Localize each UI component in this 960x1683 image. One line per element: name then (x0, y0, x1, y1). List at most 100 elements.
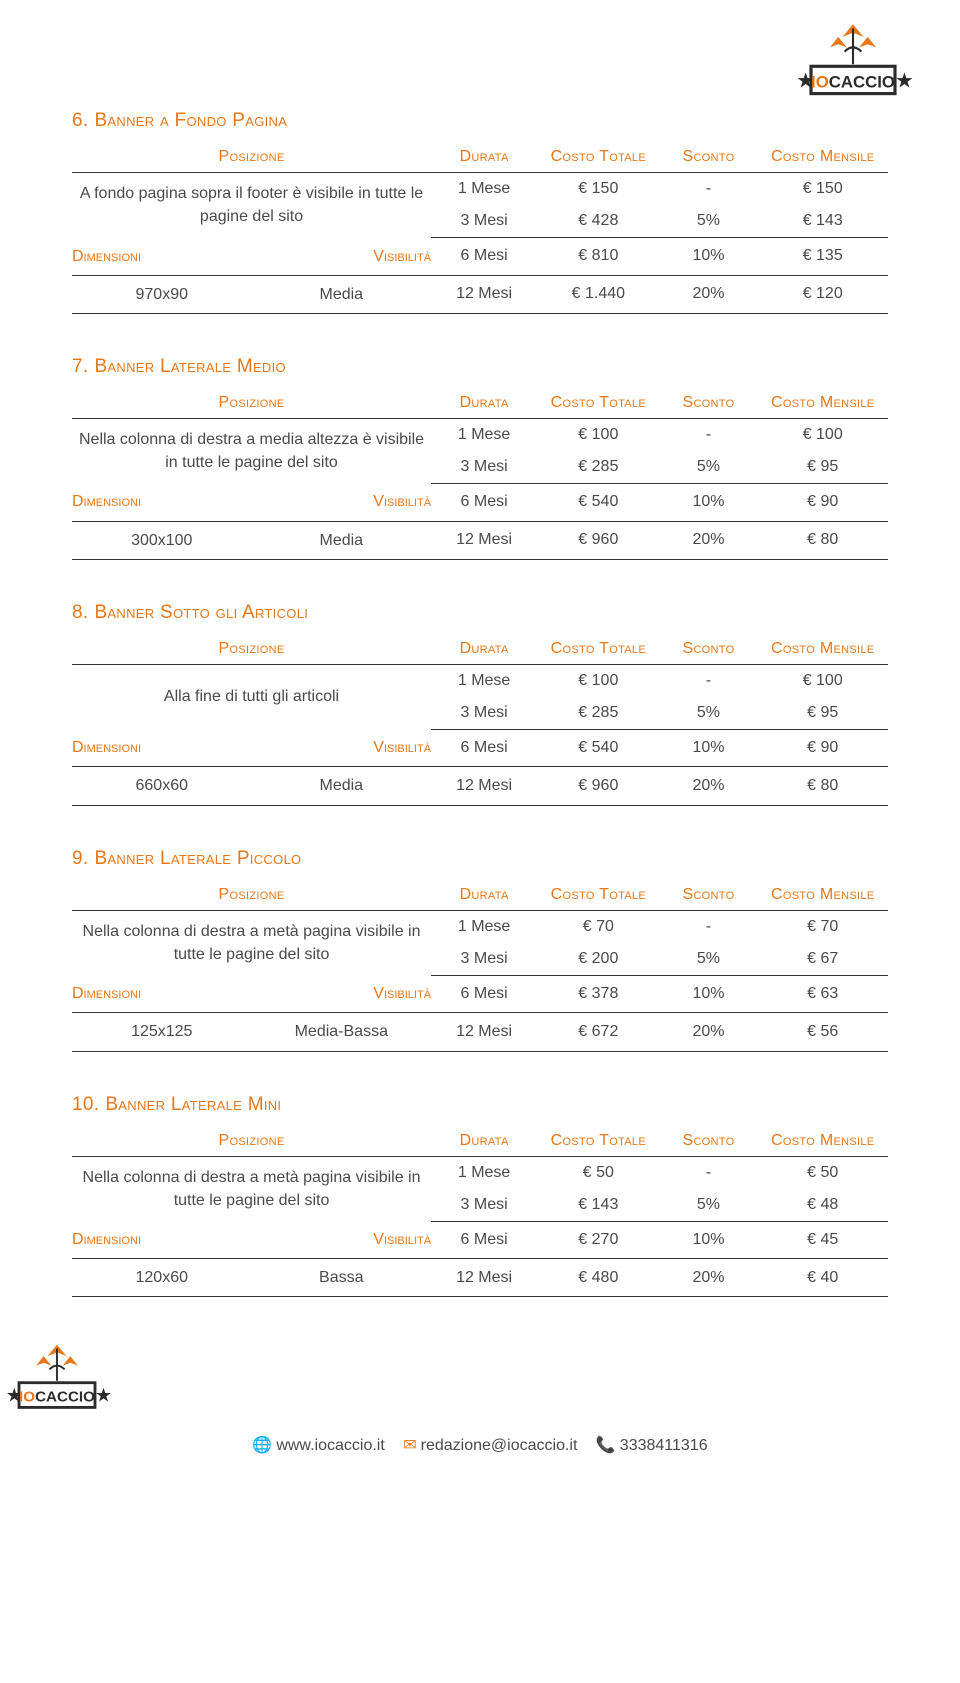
th-dimensioni: Dimensioni (72, 490, 252, 513)
th-durata: Durata (431, 1126, 537, 1157)
cell-sconto: 5% (660, 205, 758, 238)
table-header-row: Posizione Durata Costo Totale Sconto Cos… (72, 142, 888, 173)
table-header-row: Posizione Durata Costo Totale Sconto Cos… (72, 1126, 888, 1157)
th-posizione: Posizione (72, 142, 431, 173)
th-dimensioni: Dimensioni Visibilità (72, 238, 431, 276)
cell-sconto: - (660, 418, 758, 451)
cell-totale: € 540 (537, 483, 659, 521)
th-costo-mensile: Costo Mensile (757, 388, 888, 419)
cell-totale: € 480 (537, 1259, 659, 1297)
cell-totale: € 672 (537, 1013, 659, 1051)
cell-totale: € 1.440 (537, 275, 659, 313)
th-dimensioni: Dimensioni Visibilità (72, 975, 431, 1013)
cell-durata: 1 Mese (431, 664, 537, 697)
th-dimensioni: Dimensioni Visibilità (72, 483, 431, 521)
th-sconto: Sconto (660, 1126, 758, 1157)
cell-totale: € 960 (537, 767, 659, 805)
cell-sconto: - (660, 1156, 758, 1189)
cell-sconto: - (660, 910, 758, 943)
dim-value: 125x125 Media-Bassa (72, 1013, 431, 1051)
cell-sconto: - (660, 664, 758, 697)
cell-mensile: € 50 (757, 1156, 888, 1189)
cell-mensile: € 143 (757, 205, 888, 238)
section-name: Banner Laterale Medio (94, 356, 286, 377)
cell-mensile: € 95 (757, 697, 888, 730)
cell-mensile: € 63 (757, 975, 888, 1013)
cell-sconto: 10% (660, 1221, 758, 1259)
table-row: A fondo pagina sopra il footer è visibil… (72, 173, 888, 206)
pricing-table: Posizione Durata Costo Totale Sconto Cos… (72, 388, 888, 560)
cell-durata: 6 Mesi (431, 1221, 537, 1259)
cell-durata: 3 Mesi (431, 205, 537, 238)
dim-value: 125x125 (72, 1020, 252, 1043)
cell-totale: € 150 (537, 173, 659, 206)
table-row: Dimensioni Visibilità 6 Mesi € 378 10% €… (72, 975, 888, 1013)
page-footer: ★ ★ IOCACCIO 🌐www.iocaccio.it ✉redazione… (0, 1339, 960, 1455)
logo-bottom: ★ ★ IOCACCIO (0, 1339, 960, 1425)
pricing-table: Posizione Durata Costo Totale Sconto Cos… (72, 1126, 888, 1298)
cell-mensile: € 90 (757, 483, 888, 521)
cell-sconto: 10% (660, 238, 758, 276)
logo-top: ★ ★ IOCACCIO (790, 18, 916, 113)
pricing-table: Posizione Durata Costo Totale Sconto Cos… (72, 634, 888, 806)
table-header-row: Posizione Durata Costo Totale Sconto Cos… (72, 634, 888, 665)
cell-sconto: 5% (660, 943, 758, 976)
th-dimensioni: Dimensioni (72, 982, 252, 1005)
cell-mensile: € 80 (757, 521, 888, 559)
cell-sconto: 5% (660, 1189, 758, 1222)
cell-sconto: 20% (660, 275, 758, 313)
cell-sconto: - (660, 173, 758, 206)
cell-durata: 1 Mese (431, 418, 537, 451)
dim-value: 300x100 (72, 529, 252, 552)
table-row: 970x90 Media 12 Mesi € 1.440 20% € 120 (72, 275, 888, 313)
cell-sconto: 10% (660, 483, 758, 521)
cell-durata: 12 Mesi (431, 521, 537, 559)
th-posizione: Posizione (72, 880, 431, 911)
th-costo-mensile: Costo Mensile (757, 880, 888, 911)
cell-durata: 12 Mesi (431, 275, 537, 313)
cell-mensile: € 80 (757, 767, 888, 805)
th-costo-mensile: Costo Mensile (757, 1126, 888, 1157)
cell-mensile: € 100 (757, 418, 888, 451)
cell-totale: € 200 (537, 943, 659, 976)
th-costo-totale: Costo Totale (537, 634, 659, 665)
th-dimensioni: Dimensioni Visibilità (72, 1221, 431, 1259)
cell-totale: € 270 (537, 1221, 659, 1259)
globe-icon: 🌐 (252, 1437, 272, 1454)
cell-mensile: € 150 (757, 173, 888, 206)
cell-totale: € 285 (537, 451, 659, 484)
th-dimensioni: Dimensioni (72, 736, 252, 759)
cell-sconto: 20% (660, 1013, 758, 1051)
table-row: 300x100 Media 12 Mesi € 960 20% € 80 (72, 521, 888, 559)
th-sconto: Sconto (660, 634, 758, 665)
table-row: 120x60 Bassa 12 Mesi € 480 20% € 40 (72, 1259, 888, 1297)
th-posizione: Posizione (72, 1126, 431, 1157)
footer-contact: 🌐www.iocaccio.it ✉redazione@iocaccio.it … (0, 1435, 960, 1455)
table-row: 660x60 Media 12 Mesi € 960 20% € 80 (72, 767, 888, 805)
cell-mensile: € 100 (757, 664, 888, 697)
cell-durata: 12 Mesi (431, 1259, 537, 1297)
cell-durata: 3 Mesi (431, 451, 537, 484)
th-costo-totale: Costo Totale (537, 880, 659, 911)
footer-phone: 3338411316 (620, 1437, 708, 1454)
cell-durata: 1 Mese (431, 910, 537, 943)
position-text: Nella colonna di destra a metà pagina vi… (72, 910, 431, 975)
cell-mensile: € 48 (757, 1189, 888, 1222)
table-row: Dimensioni Visibilità 6 Mesi € 270 10% €… (72, 1221, 888, 1259)
cell-totale: € 100 (537, 664, 659, 697)
section-2: 8.Banner Sotto gli Articoli Posizione Du… (72, 602, 888, 806)
cell-durata: 3 Mesi (431, 943, 537, 976)
vis-value: Media (252, 774, 432, 797)
cell-mensile: € 135 (757, 238, 888, 276)
cell-mensile: € 56 (757, 1013, 888, 1051)
cell-durata: 12 Mesi (431, 767, 537, 805)
cell-sconto: 5% (660, 451, 758, 484)
cell-mensile: € 90 (757, 729, 888, 767)
cell-mensile: € 95 (757, 451, 888, 484)
th-posizione: Posizione (72, 388, 431, 419)
dim-value: 120x60 Bassa (72, 1259, 431, 1297)
th-costo-mensile: Costo Mensile (757, 142, 888, 173)
th-costo-mensile: Costo Mensile (757, 634, 888, 665)
th-sconto: Sconto (660, 388, 758, 419)
section-1: 7.Banner Laterale Medio Posizione Durata… (72, 356, 888, 560)
